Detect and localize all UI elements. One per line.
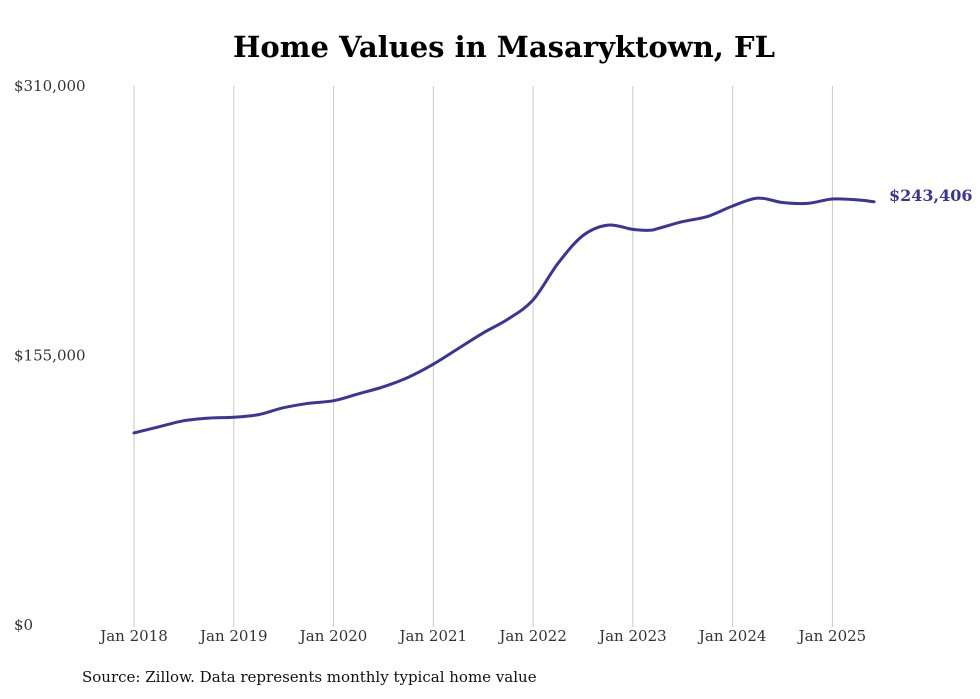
y-tick-label-2: $310,000 bbox=[14, 77, 86, 95]
end-value-label: $243,406 bbox=[889, 186, 973, 205]
y-tick-label-0: $0 bbox=[14, 616, 33, 634]
x-tick-label-7: Jan 2025 bbox=[797, 627, 867, 645]
x-tick-label-5: Jan 2023 bbox=[597, 627, 667, 645]
x-tick-label-6: Jan 2024 bbox=[697, 627, 767, 645]
chart-source-note: Source: Zillow. Data represents monthly … bbox=[82, 668, 537, 686]
x-tick-label-3: Jan 2021 bbox=[398, 627, 468, 645]
series-line-0 bbox=[132, 196, 876, 435]
y-tick-label-1: $155,000 bbox=[14, 347, 86, 365]
x-tick-label-1: Jan 2019 bbox=[198, 627, 268, 645]
chart-title: Home Values in Masaryktown, FL bbox=[233, 30, 775, 64]
x-tick-label-2: Jan 2020 bbox=[298, 627, 368, 645]
x-tick-label-0: Jan 2018 bbox=[98, 627, 168, 645]
x-tick-label-4: Jan 2022 bbox=[497, 627, 567, 645]
